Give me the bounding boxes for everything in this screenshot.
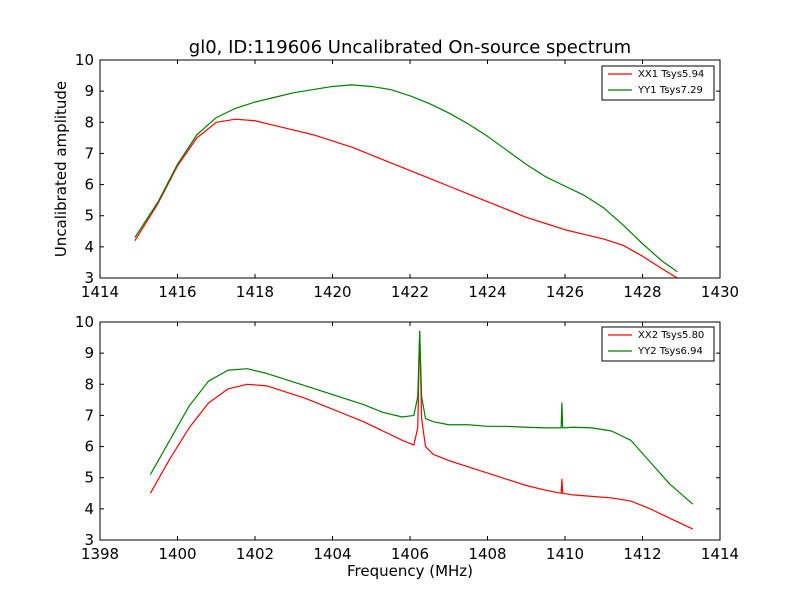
bottom-y-tick-label: 3 [84,531,94,549]
top-y-tick-label: 3 [84,269,94,287]
top-y-tick-label: 5 [84,207,94,225]
top-x-tick-label: 1426 [546,283,584,301]
bottom-legend-label-yy2: YY2 Tsys6.94 [637,346,703,357]
top-x-tick-label: 1430 [701,283,739,301]
top-series-group [134,84,678,278]
top-panel: 1414 1416 1418 1420 1422 1424 1426 1428 1430 3 4 5 6… [52,51,739,301]
bottom-y-tick-label: 7 [84,406,94,424]
top-x-tick-label: 1422 [391,283,429,301]
top-legend: XX1 Tsys5.94 YY1 Tsys7.29 [601,65,715,101]
top-y-tick-label: 9 [84,82,94,100]
top-x-tick-label: 1416 [158,283,196,301]
bottom-x-tick-label: 1404 [313,545,351,563]
bottom-series-group [149,330,694,530]
bottom-y-tick-label: 5 [84,469,94,487]
bottom-x-tick-label: 1408 [468,545,506,563]
bottom-x-tick-label: 1400 [158,545,196,563]
bottom-legend: XX2 Tsys5.80 YY2 Tsys6.94 [601,326,715,362]
bottom-y-tick-label: 6 [84,438,94,456]
bottom-legend-label-xx2: XX2 Tsys5.80 [638,330,704,341]
top-series-line-yy1 [134,84,678,273]
bottom-y-tick-label: 4 [84,500,94,518]
top-series-line-xx1 [134,118,678,278]
top-x-tick-label: 1414 [81,283,119,301]
bottom-series-line-xx2 [149,330,694,530]
top-x-tick-label: 1424 [468,283,506,301]
top-y-tick-label: 4 [84,238,94,256]
top-ticks: 1414 1416 1418 1420 1422 1424 1426 1428 1430 3 4 5 6… [75,51,739,301]
bottom-y-tick-label: 10 [75,313,94,331]
top-legend-box [601,65,715,101]
top-y-axis-label: Uncalibrated amplitude [52,81,70,257]
top-y-tick-label: 7 [84,144,94,162]
bottom-series-line-yy2 [149,330,694,505]
bottom-x-tick-label: 1406 [391,545,429,563]
top-y-tick-label: 6 [84,176,94,194]
bottom-x-axis-label: Frequency (MHz) [347,562,473,580]
bottom-x-tick-label: 1412 [623,545,661,563]
chart-title: gl0, ID:119606 Uncalibrated On-source sp… [189,37,631,58]
bottom-legend-box [601,326,715,362]
bottom-x-tick-label: 1410 [546,545,584,563]
bottom-x-tick-label: 1414 [701,545,739,563]
top-x-tick-label: 1428 [623,283,661,301]
top-legend-label-xx1: XX1 Tsys5.94 [638,69,704,80]
top-x-tick-label: 1418 [236,283,274,301]
bottom-x-tick-label: 1398 [81,545,119,563]
bottom-x-tick-label: 1402 [236,545,274,563]
top-y-tick-label: 8 [84,113,94,131]
bottom-panel: 1398 1400 1402 1404 1406 1408 1410 1412 1414 3 4 5 6… [75,313,739,580]
bottom-ticks: 1398 1400 1402 1404 1406 1408 1410 1412 1414 3 4 5 6… [75,313,739,563]
top-x-tick-label: 1420 [313,283,351,301]
bottom-y-tick-label: 9 [84,344,94,362]
top-y-tick-label: 10 [75,51,94,69]
bottom-y-tick-label: 8 [84,375,94,393]
top-legend-label-yy1: YY1 Tsys7.29 [637,85,703,96]
